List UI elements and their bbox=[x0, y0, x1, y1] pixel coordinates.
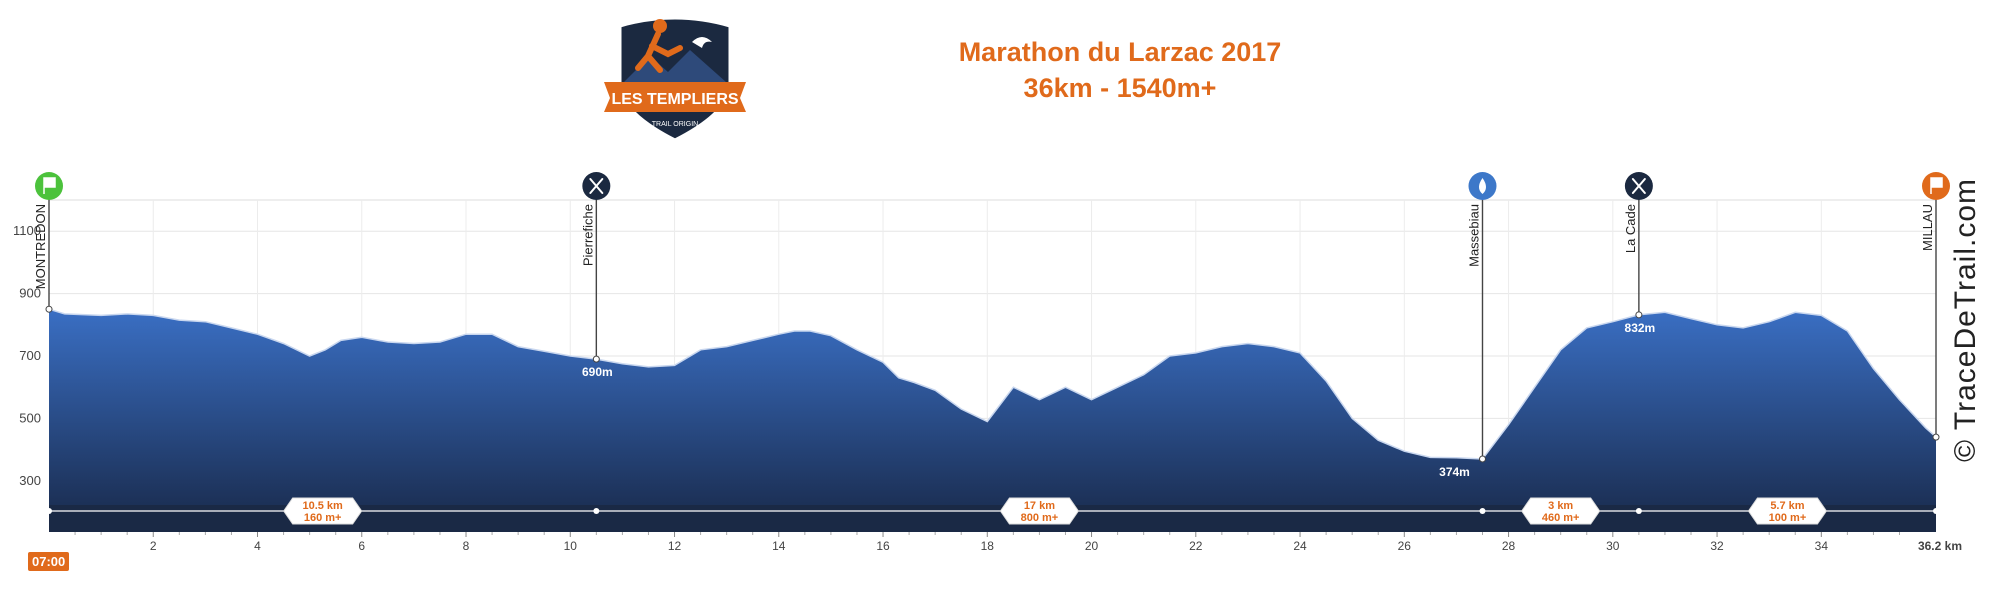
cutlery-glyph bbox=[1631, 178, 1646, 194]
band-dot bbox=[1933, 508, 1939, 514]
waypoint-la-cade: La Cade 832m bbox=[1623, 172, 1655, 514]
waypoint-name: MILLAU bbox=[1920, 204, 1935, 251]
segment-distance: 17 km bbox=[1024, 500, 1055, 512]
x-tick-label: 12 bbox=[668, 539, 682, 553]
x-end-label: 36.2 km bbox=[1918, 539, 1962, 553]
x-tick-label: 14 bbox=[772, 539, 786, 553]
segment-distance: 10.5 km bbox=[302, 500, 343, 512]
segment-badge-shape bbox=[283, 497, 363, 525]
waypoint-elevation: 374m bbox=[1439, 465, 1470, 479]
waypoint-dot bbox=[45, 305, 53, 313]
title-line-1: Marathon du Larzac 2017 bbox=[958, 37, 1282, 67]
waypoint-dot bbox=[592, 355, 600, 363]
cutlery-glyph bbox=[589, 178, 604, 194]
x-tick-label: 10 bbox=[564, 539, 578, 553]
y-tick-label: 700 bbox=[19, 348, 41, 363]
x-tick-label: 6 bbox=[358, 539, 365, 553]
waypoint-pierrefiche: Pierrefiche 690m bbox=[580, 172, 613, 514]
y-tick-label: 900 bbox=[19, 286, 41, 301]
waypoint-massebiau: Massebiau 374m bbox=[1439, 172, 1497, 514]
band-dot bbox=[1479, 508, 1486, 514]
waypoint-name: Massebiau bbox=[1466, 204, 1481, 267]
segment-band bbox=[49, 505, 1936, 532]
y-tick-label: 1100 bbox=[13, 223, 41, 238]
segment-gain: 460 m+ bbox=[1542, 512, 1580, 524]
band-dot bbox=[593, 508, 600, 514]
segment-gain: 800 m+ bbox=[1021, 512, 1059, 524]
waypoint-name: La Cade bbox=[1623, 204, 1638, 253]
segment-band-bg bbox=[49, 505, 1936, 532]
flag-glyph bbox=[43, 177, 56, 194]
waypoints: MONTREDON Pierrefiche 690m Massebiau 374m La … bbox=[33, 172, 1950, 514]
watermark: © TraceDeTrail.com bbox=[1949, 177, 1982, 463]
logo-subtext: TRAIL ORIGIN bbox=[652, 121, 698, 128]
segment-gain: 100 m+ bbox=[1769, 512, 1807, 524]
waypoint-name: Pierrefiche bbox=[580, 204, 595, 266]
segment-badge-shape bbox=[999, 497, 1080, 525]
x-tick-label: 26 bbox=[1398, 539, 1412, 553]
x-tick-label: 18 bbox=[981, 539, 995, 553]
y-tick-label: 300 bbox=[19, 473, 41, 488]
segment-badge-shape bbox=[1521, 497, 1601, 525]
waypoint-name: MONTREDON bbox=[33, 204, 48, 289]
logo-runner bbox=[635, 31, 683, 73]
band-dot bbox=[1635, 508, 1642, 514]
logo-bird bbox=[692, 37, 712, 48]
y-tick-label: 500 bbox=[19, 410, 41, 425]
logo-banner bbox=[604, 82, 746, 112]
x-tick-label: 8 bbox=[463, 539, 470, 553]
x-tick-label: 20 bbox=[1085, 539, 1099, 553]
title-line-2: 36km - 1540m+ bbox=[1023, 73, 1217, 103]
x-tick-label: 34 bbox=[1815, 539, 1829, 553]
waypoint-millau: MILLAU bbox=[1920, 172, 1950, 514]
chart-title: Marathon du Larzac 2017 36km - 1540m+ bbox=[860, 34, 1380, 106]
logo-runner-head bbox=[653, 19, 667, 33]
waypoint-dot bbox=[1478, 455, 1486, 463]
logo-text: LES TEMPLIERS bbox=[611, 91, 738, 108]
x-tick-label: 28 bbox=[1502, 539, 1516, 553]
segment-distance: 5.7 km bbox=[1770, 500, 1804, 512]
x-tick-label: 22 bbox=[1189, 539, 1203, 553]
x-tick-label: 24 bbox=[1293, 539, 1307, 553]
segment-distance: 3 km bbox=[1548, 500, 1573, 512]
x-tick-label: 2 bbox=[150, 539, 157, 553]
x-tick-label: 32 bbox=[1710, 539, 1724, 553]
segment-badge-shape bbox=[1747, 497, 1828, 525]
elevation-profile-area bbox=[49, 309, 1936, 532]
waypoint-dot bbox=[1932, 433, 1940, 441]
segment-gain: 160 m+ bbox=[304, 512, 342, 524]
x-tick-label: 16 bbox=[876, 539, 890, 553]
drop-glyph bbox=[1478, 178, 1486, 194]
x-tick-label: 30 bbox=[1606, 539, 1620, 553]
waypoint-montredon: MONTREDON bbox=[33, 172, 63, 514]
elevation-profile-line bbox=[48, 308, 1937, 460]
start-time-badge: 07:00 bbox=[28, 552, 70, 571]
les-templiers-logo: LES TEMPLIERS TRAIL ORIGIN bbox=[604, 16, 746, 142]
waypoint-dot bbox=[1635, 311, 1643, 319]
flag-glyph bbox=[1930, 177, 1943, 194]
x-tick-label: 4 bbox=[254, 539, 261, 553]
band-dot bbox=[46, 508, 52, 514]
waypoint-elevation: 690m bbox=[582, 365, 613, 379]
waypoint-elevation: 832m bbox=[1625, 321, 1656, 335]
